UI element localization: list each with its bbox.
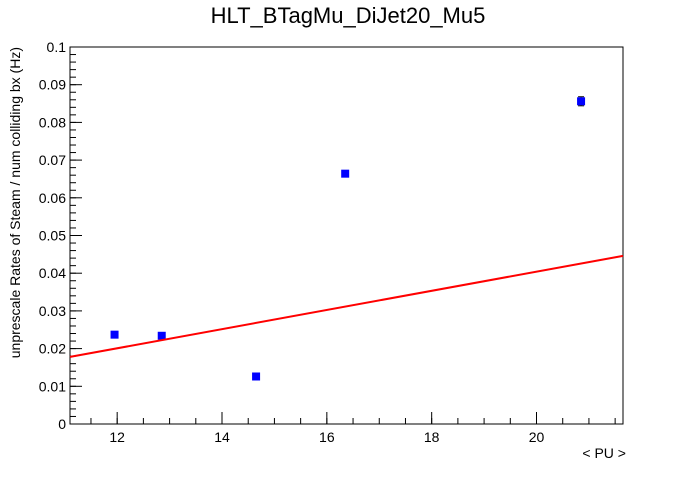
y-tick-label: 0.07	[39, 152, 66, 168]
x-tick-label: 14	[214, 429, 230, 445]
x-tick-label: 20	[529, 429, 545, 445]
y-tick-label: 0.02	[39, 341, 66, 357]
x-tick-label: 18	[424, 429, 440, 445]
y-tick-label: 0.08	[39, 114, 66, 130]
data-point	[577, 97, 586, 106]
y-tick-label: 0.01	[39, 378, 66, 394]
data-point	[252, 372, 261, 381]
y-tick-label: 0.09	[39, 77, 66, 93]
y-tick-label: 0.06	[39, 190, 66, 206]
x-axis-label: < PU >	[582, 445, 626, 461]
plot-frame	[69, 46, 624, 425]
data-point	[341, 169, 350, 178]
y-tick-label: 0	[58, 416, 66, 432]
y-tick-label: 0.05	[39, 228, 66, 244]
y-tick-label: 0.03	[39, 303, 66, 319]
y-tick-label: 0.1	[47, 39, 67, 55]
data-point	[110, 330, 119, 339]
data-point	[157, 331, 166, 340]
fit-line	[69, 254, 624, 358]
y-tick-label: 0.04	[39, 265, 66, 281]
x-tick-label: 12	[109, 429, 125, 445]
x-tick-label: 16	[319, 429, 335, 445]
y-axis-label: unprescale Rates of Steam / num collidin…	[7, 47, 23, 358]
chart-title: HLT_BTagMu_DiJet20_Mu5	[211, 3, 486, 28]
